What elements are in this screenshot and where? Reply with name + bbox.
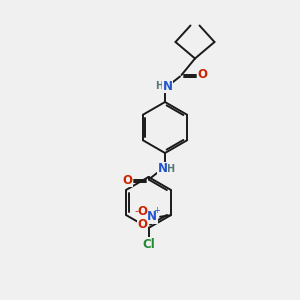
Text: +: + [153,206,160,215]
Text: O: O [137,205,147,218]
Text: N: N [162,80,172,93]
Text: -: - [134,206,138,216]
Text: O: O [137,218,147,231]
Text: O: O [197,68,208,82]
Text: H: H [166,164,175,174]
Text: H: H [155,81,164,91]
Text: N: N [147,210,157,223]
Text: O: O [122,173,133,187]
Text: N: N [158,162,168,176]
Text: Cl: Cl [142,238,155,251]
